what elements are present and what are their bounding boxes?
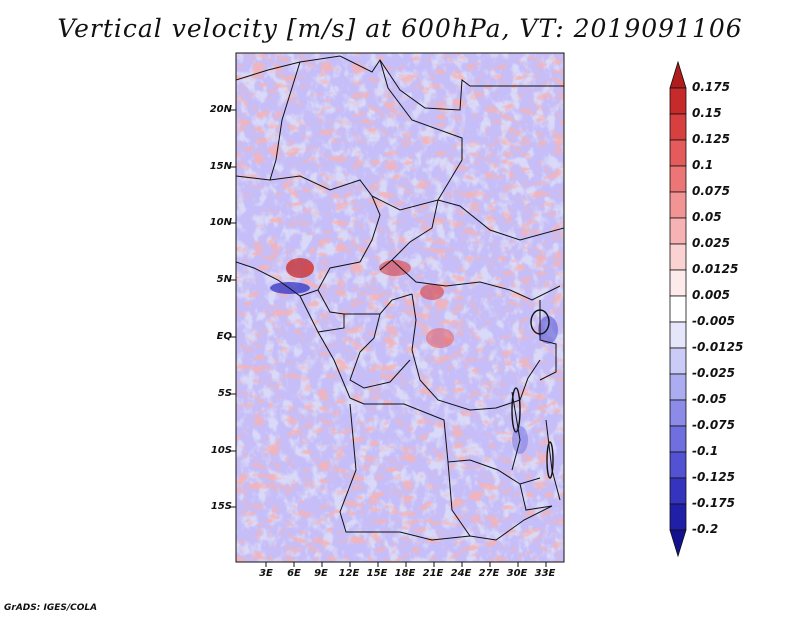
colorbar-swatch bbox=[669, 139, 687, 167]
grads-credit: GrADS: IGES/COLA bbox=[4, 603, 98, 613]
colorbar-level-label: 0.0125 bbox=[692, 262, 739, 276]
colorbar-level-label: -0.175 bbox=[692, 496, 735, 510]
lon-label-6e: 6E bbox=[287, 568, 301, 579]
colorbar-swatch bbox=[669, 451, 687, 479]
colorbar-swatch bbox=[669, 113, 687, 141]
lat-label-15s: 15S bbox=[210, 501, 232, 512]
lat-label-10n: 10N bbox=[209, 217, 232, 228]
lat-label-10s: 10S bbox=[210, 445, 232, 456]
colorbar-swatch bbox=[669, 529, 687, 558]
lon-label-18e: 18E bbox=[394, 568, 416, 579]
lon-label-9e: 9E bbox=[314, 568, 328, 579]
lat-label-5n: 5N bbox=[216, 274, 232, 285]
colorbar bbox=[669, 60, 687, 558]
lon-label-15e: 15E bbox=[366, 568, 388, 579]
lat-label-15n: 15N bbox=[209, 161, 232, 172]
colorbar-level-label: 0.175 bbox=[692, 80, 730, 94]
colorbar-level-label: -0.05 bbox=[692, 392, 727, 406]
colorbar-level-label: 0.075 bbox=[692, 184, 730, 198]
colorbar-level-label: -0.075 bbox=[692, 418, 735, 432]
colorbar-swatch bbox=[669, 217, 687, 245]
colorbar-level-label: 0.125 bbox=[692, 132, 730, 146]
lon-label-27e: 27E bbox=[478, 568, 500, 579]
colorbar-level-label: -0.025 bbox=[692, 366, 735, 380]
colorbar-swatch bbox=[669, 347, 687, 375]
colorbar-swatch bbox=[669, 373, 687, 401]
colorbar-level-label: -0.1 bbox=[692, 444, 719, 458]
colorbar-swatch bbox=[669, 165, 687, 193]
colorbar-level-label: 0.15 bbox=[692, 106, 722, 120]
lon-label-12e: 12E bbox=[338, 568, 360, 579]
lon-label-33e: 33E bbox=[534, 568, 556, 579]
lakes bbox=[511, 309, 554, 479]
colorbar-level-label: -0.2 bbox=[692, 522, 719, 536]
colorbar-level-label: -0.005 bbox=[692, 314, 735, 328]
colorbar-level-label: 0.1 bbox=[692, 158, 714, 172]
colorbar-swatch bbox=[669, 321, 687, 349]
lon-label-3e: 3E bbox=[259, 568, 273, 579]
lat-label-5s: 5S bbox=[217, 388, 232, 399]
colorbar-level-label: -0.0125 bbox=[692, 340, 744, 354]
vertical-velocity-field bbox=[236, 53, 564, 562]
colorbar-level-label: 0.005 bbox=[692, 288, 730, 302]
colorbar-swatch bbox=[669, 503, 687, 531]
lon-label-24e: 24E bbox=[450, 568, 472, 579]
colorbar-swatch bbox=[669, 425, 687, 453]
colorbar-level-label: 0.05 bbox=[692, 210, 722, 224]
colorbar-level-label: -0.125 bbox=[692, 470, 735, 484]
colorbar-swatch bbox=[669, 269, 687, 297]
lat-label-20n: 20N bbox=[209, 104, 232, 115]
colorbar-swatch bbox=[669, 191, 687, 219]
colorbar-swatch bbox=[669, 243, 687, 271]
colorbar-swatch bbox=[669, 60, 687, 89]
colorbar-swatch bbox=[669, 477, 687, 505]
lat-label-eq: EQ bbox=[216, 331, 232, 342]
colorbar-swatch bbox=[669, 295, 687, 323]
colorbar-level-label: 0.025 bbox=[692, 236, 730, 250]
map-frame bbox=[235, 52, 565, 563]
lon-label-21e: 21E bbox=[422, 568, 444, 579]
plot-title: Vertical velocity [m/s] at 600hPa, VT: 2… bbox=[57, 14, 743, 43]
axis-ticks bbox=[230, 109, 547, 567]
lon-label-30e: 30E bbox=[506, 568, 528, 579]
country-boundaries bbox=[236, 55, 564, 541]
colorbar-swatch bbox=[669, 87, 687, 115]
colorbar-swatch bbox=[669, 399, 687, 427]
